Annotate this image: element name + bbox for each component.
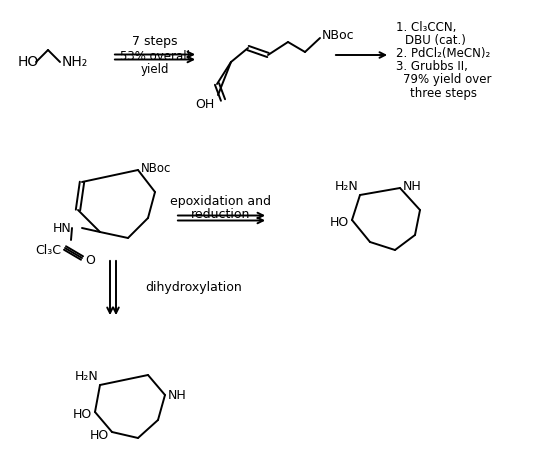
Text: NH: NH [168, 389, 187, 402]
Text: O: O [85, 254, 95, 266]
Text: epoxidation and: epoxidation and [170, 195, 272, 208]
Text: NBoc: NBoc [141, 161, 172, 175]
Text: OH: OH [196, 98, 215, 111]
Text: H₂N: H₂N [334, 181, 358, 194]
Text: dihydroxylation: dihydroxylation [145, 282, 242, 295]
Text: HO: HO [90, 429, 109, 442]
Text: 79% yield over: 79% yield over [403, 73, 492, 87]
Text: DBU (cat.): DBU (cat.) [405, 35, 466, 47]
Text: 7 steps: 7 steps [132, 35, 178, 48]
Text: 2. PdCl₂(MeCN)₂: 2. PdCl₂(MeCN)₂ [396, 47, 490, 60]
Text: three steps: three steps [410, 87, 477, 100]
Text: H₂N: H₂N [74, 370, 98, 383]
Text: HO: HO [330, 215, 349, 229]
Text: yield: yield [141, 64, 169, 77]
Text: 3. Grubbs II,: 3. Grubbs II, [396, 60, 468, 73]
Text: NH₂: NH₂ [62, 55, 88, 69]
Text: reduction: reduction [191, 208, 251, 221]
Text: HO: HO [73, 408, 92, 420]
Text: NH: NH [403, 179, 422, 193]
Text: HO: HO [18, 55, 39, 69]
Text: 53% overall: 53% overall [120, 51, 190, 64]
Text: 1. Cl₃CCN,: 1. Cl₃CCN, [396, 22, 456, 35]
Text: HN: HN [53, 221, 72, 235]
Text: NBoc: NBoc [322, 30, 355, 42]
Text: Cl₃C: Cl₃C [35, 244, 61, 258]
